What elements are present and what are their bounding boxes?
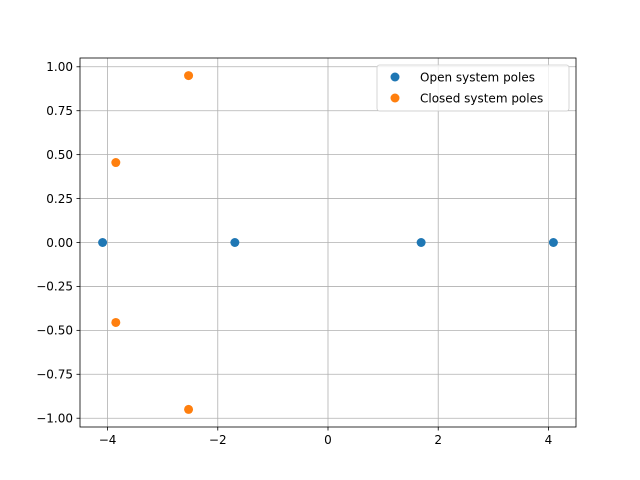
x-tick-label: 4 [545, 433, 553, 447]
closed-pole-point [111, 317, 121, 327]
y-tick-label: 1.00 [46, 60, 73, 74]
x-tick-label: 0 [324, 433, 332, 447]
open-pole-point [230, 238, 240, 247]
closed-pole-point [184, 404, 194, 414]
x-tick-label: −2 [209, 433, 227, 447]
y-axis: 1.00 0.75 0.50 0.25 0.00 −0.25 −0.50 −0.75 −1.00 [36, 60, 80, 426]
y-tick-label: 0.75 [46, 104, 73, 118]
open-pole-point [548, 238, 558, 247]
y-tick-label: 0.25 [46, 192, 73, 206]
closed-pole-point [111, 158, 121, 168]
legend-label-open: Open system poles [420, 70, 535, 84]
legend-marker-closed [390, 93, 400, 103]
y-tick-label: −0.25 [36, 280, 73, 294]
x-axis: −4 −2 0 2 4 [99, 427, 553, 447]
legend-label-closed: Closed system poles [420, 91, 543, 105]
grid-lines [80, 58, 576, 427]
y-tick-label: 0.00 [46, 236, 73, 250]
legend: Open system poles Closed system poles [376, 64, 570, 112]
open-pole-point [98, 238, 108, 247]
legend-marker-open [390, 72, 400, 82]
data-points [98, 71, 558, 414]
y-tick-label: −0.50 [36, 324, 73, 338]
open-pole-point [416, 238, 426, 247]
x-tick-label: 2 [434, 433, 442, 447]
closed-pole-point [184, 71, 194, 81]
y-tick-label: −0.75 [36, 368, 73, 382]
y-tick-label: 0.50 [46, 148, 73, 162]
x-tick-label: −4 [99, 433, 117, 447]
y-tick-label: −1.00 [36, 412, 73, 426]
legend-box [376, 64, 570, 112]
